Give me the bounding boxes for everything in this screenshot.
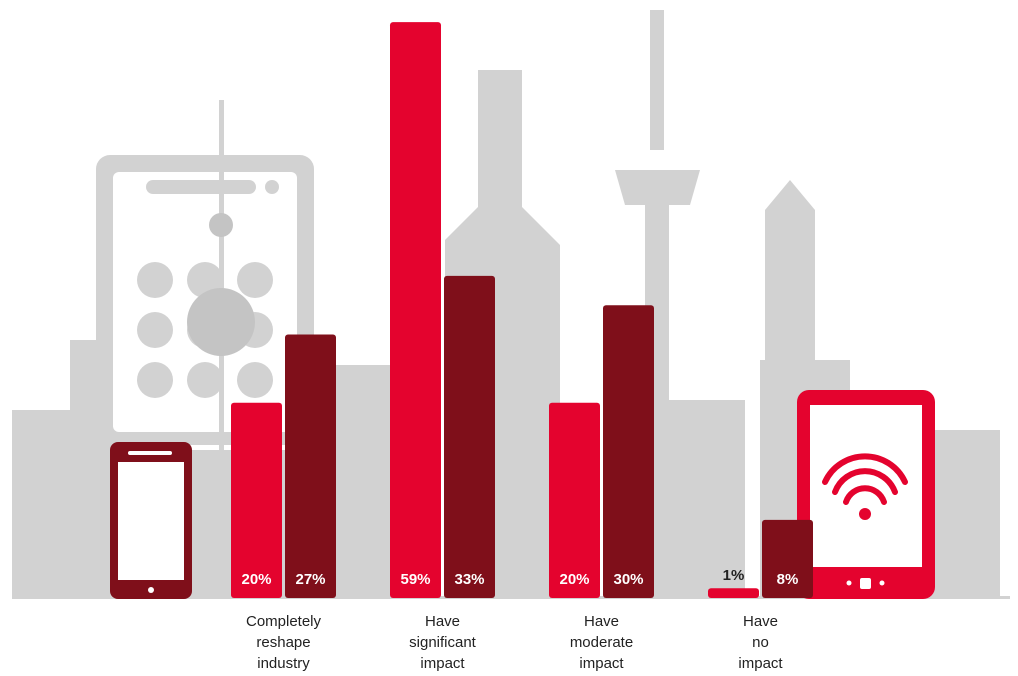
tablet-icon [797,390,935,599]
bar [762,519,813,598]
bar [390,22,441,599]
value-label: 33% [454,571,484,588]
bars: 20% 27% Completely reshape industry 59% 33% Hav… [231,22,813,672]
value-label: 1% [723,567,745,584]
value-label: 27% [295,571,325,588]
category-label: Completely reshape industry [246,613,322,672]
category-label: Have significant impact [409,613,477,672]
bar [231,402,282,598]
value-label: 20% [241,571,271,588]
value-label: 8% [777,571,799,588]
category-label: Have no impact [738,613,783,672]
phone-icon [110,442,192,599]
value-label: 30% [613,571,643,588]
category-label: Have moderate impact [570,613,633,672]
bar [444,275,495,598]
bar [285,334,336,598]
bar [603,305,654,598]
bar [708,588,759,598]
bar [549,402,600,598]
value-label: 20% [559,571,589,588]
value-label: 59% [400,571,430,588]
